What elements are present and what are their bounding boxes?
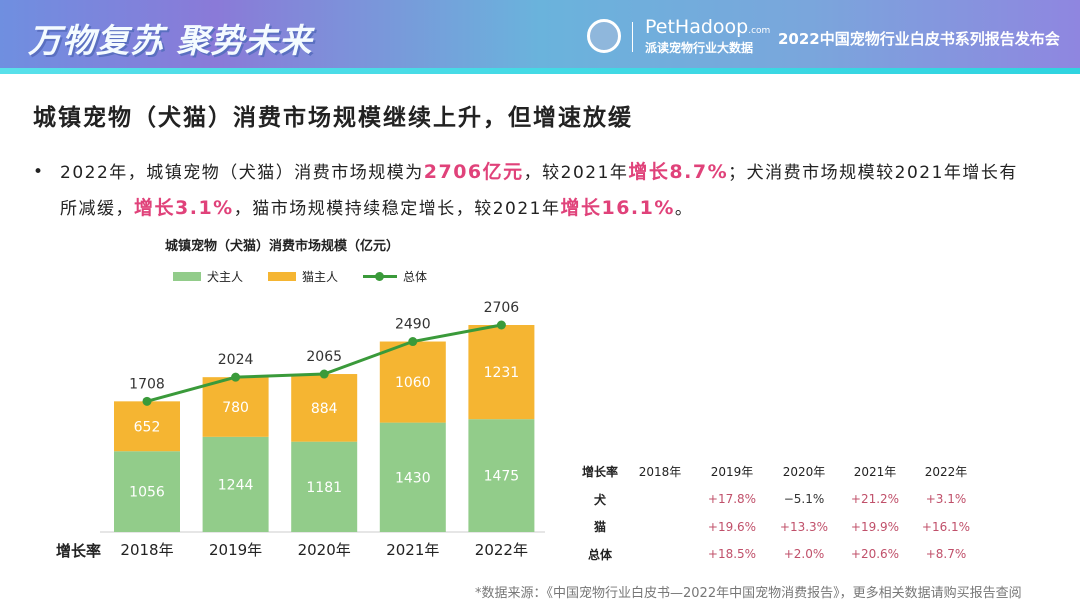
highlight: 2706亿元 <box>423 161 524 183</box>
brand-name: PetHadoop.com <box>645 16 770 38</box>
header-banner <box>0 0 1080 70</box>
data-label-total: 2706 <box>484 300 520 316</box>
bar-dog <box>291 441 358 532</box>
data-label-cat: 884 <box>311 401 338 417</box>
legend-total: 总体 <box>363 268 427 285</box>
header-cell: 2021年 <box>853 465 897 480</box>
point-total <box>319 369 329 379</box>
banner-divider <box>0 68 1080 74</box>
cell: +2.0% <box>783 547 825 562</box>
table-row: 总体 +18.5% +2.0% +20.6% +8.7% <box>576 541 982 569</box>
highlight: 增长16.1% <box>560 197 675 219</box>
cell: +17.8% <box>707 492 757 507</box>
logo-divider <box>632 22 633 52</box>
cell: +3.1% <box>925 492 967 507</box>
cell <box>624 541 696 569</box>
data-source-note: *数据来源：《中国宠物行业白皮书—2022年中国宠物消费报告》，更多相关数据请购… <box>475 586 1022 601</box>
legend-dog: 犬主人 <box>173 268 243 285</box>
brand-suffix: .com <box>748 26 771 36</box>
bar-dog <box>114 451 180 532</box>
legend-line <box>363 272 397 281</box>
growth-rate-table: 增长率 2018年 2019年 2020年 2021年 2022年 犬 +17.8… <box>576 458 982 568</box>
cell: +8.7% <box>925 547 967 562</box>
legend-swatch <box>173 272 201 281</box>
bar-cat <box>379 341 446 423</box>
header-cell: 2019年 <box>710 465 754 480</box>
legend-label: 总体 <box>403 270 428 284</box>
header-cell: 2018年 <box>638 465 682 480</box>
x-tick-label: 2022年 <box>475 541 528 559</box>
data-label-total: 2490 <box>395 317 431 333</box>
legend-label: 犬主人 <box>207 270 244 284</box>
header-cell: 2022年 <box>924 465 968 480</box>
cell: −5.1% <box>783 492 825 507</box>
cell: +16.1% <box>921 519 971 534</box>
highlight: 增长8.7% <box>628 161 729 183</box>
header-cell: 增长率 <box>581 465 618 480</box>
table-row: 猫 +19.6% +13.3% +19.9% +16.1% <box>576 513 982 541</box>
data-label-dog: 1056 <box>129 485 165 501</box>
data-label-cat: 1060 <box>395 375 431 391</box>
bar-cat <box>114 401 180 452</box>
data-label-dog: 1475 <box>484 469 520 485</box>
text: 2022年，城镇宠物（犬猫）消费市场规模为 <box>60 163 424 183</box>
data-label-total: 1708 <box>129 376 165 392</box>
table-row: 犬 +17.8% −5.1% +21.2% +3.1% <box>576 486 982 514</box>
brand-subtitle: 派读宠物行业大数据 <box>645 41 754 55</box>
text: ，猫市场规模持续稳定增长，较2021年 <box>233 199 561 219</box>
bullet-dot: • <box>33 162 45 182</box>
cell: +21.2% <box>850 492 900 507</box>
slogan: 万物复苏 聚势未来 <box>28 21 313 60</box>
text: 。 <box>674 199 694 219</box>
bar-dog <box>379 422 446 532</box>
point-total <box>142 396 152 406</box>
legend-cat: 猫主人 <box>268 268 338 285</box>
cell <box>624 486 696 514</box>
header-cell: 2020年 <box>782 465 826 480</box>
point-total <box>231 372 241 382</box>
chart-title: 城镇宠物（犬猫）消费市场规模（亿元） <box>165 239 400 254</box>
point-total <box>496 320 506 330</box>
legend-swatch <box>268 272 296 281</box>
row-label: 犬 <box>593 492 606 507</box>
text: ，较2021年 <box>523 163 629 183</box>
event-title: 2022中国宠物行业白皮书系列报告发布会 <box>778 30 1060 48</box>
data-label-dog: 1430 <box>395 470 431 486</box>
data-label-dog: 1181 <box>306 480 342 496</box>
data-label-cat: 1231 <box>484 365 520 381</box>
cell: +19.9% <box>850 519 900 534</box>
x-tick-label: 2021年 <box>386 541 439 559</box>
bar-cat <box>291 374 358 442</box>
data-label-total: 2024 <box>218 352 254 368</box>
cell: +18.5% <box>707 547 757 562</box>
x-tick-label: 2018年 <box>120 541 173 559</box>
row-label: 猫 <box>593 520 606 535</box>
table-header-row: 增长率 2018年 2019年 2020年 2021年 2022年 <box>576 458 982 486</box>
text: ；犬消费市场规模较2021年增长有所减缓， <box>60 163 1018 219</box>
x-tick-label: 2020年 <box>298 541 351 559</box>
cell: +13.3% <box>779 519 829 534</box>
bar-dog <box>202 436 269 532</box>
bar-dog <box>468 419 535 532</box>
x-tick-label: 2019年 <box>209 541 262 559</box>
highlight: 增长3.1% <box>134 197 234 219</box>
summary-bullet: • 2022年，城镇宠物（犬猫）消费市场规模为2706亿元，较2021年增长8.… <box>33 155 1033 227</box>
bar-cat <box>468 325 535 420</box>
growth-rate-label: 增长率 <box>56 542 102 560</box>
legend-label: 猫主人 <box>302 270 339 284</box>
data-label-dog: 1244 <box>218 477 254 493</box>
cell <box>624 513 696 541</box>
brand-text: PetHadoop <box>645 16 749 38</box>
point-total <box>408 337 418 347</box>
data-label-total: 2065 <box>306 349 342 365</box>
data-label-cat: 652 <box>134 419 161 435</box>
page-title: 城镇宠物（犬猫）消费市场规模继续上升，但增速放缓 <box>33 105 633 131</box>
pethadoop-logo-icon <box>587 19 621 53</box>
cell: +20.6% <box>850 547 900 562</box>
row-label: 总体 <box>587 547 612 562</box>
bar-cat <box>202 377 269 437</box>
data-label-cat: 780 <box>222 400 249 416</box>
cell: +19.6% <box>707 519 757 534</box>
